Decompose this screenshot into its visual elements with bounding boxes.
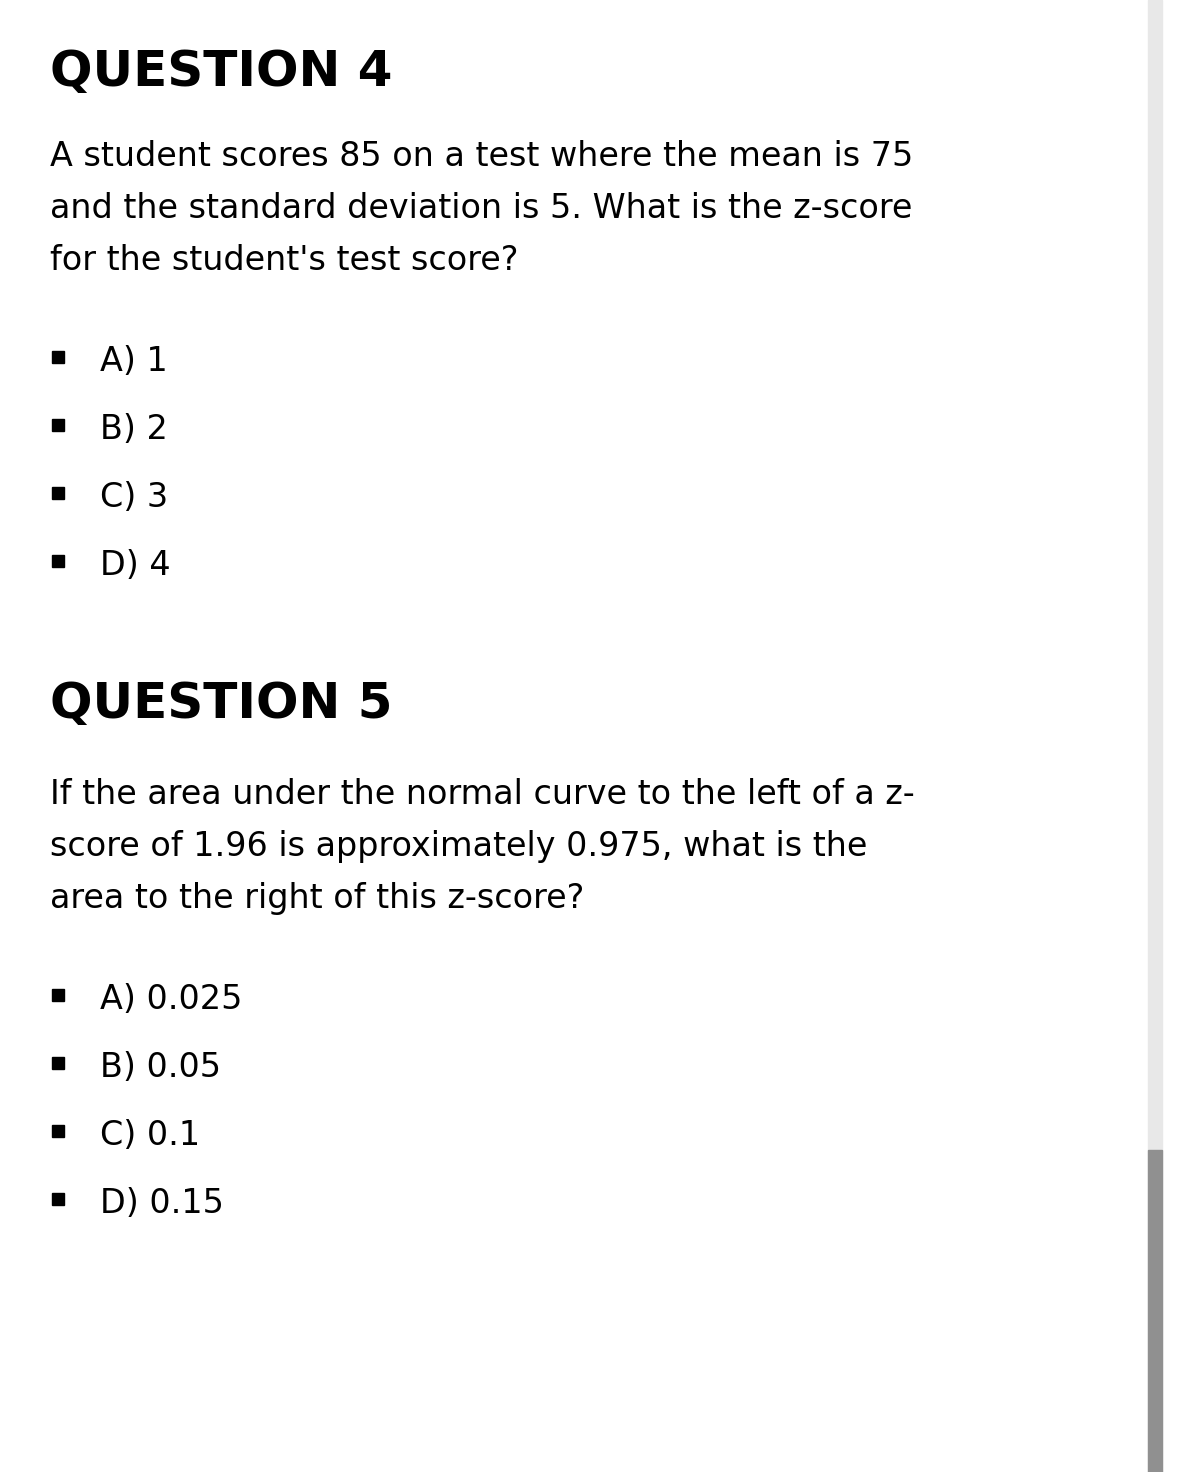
Text: B) 2: B) 2 (100, 414, 167, 446)
Text: C) 0.1: C) 0.1 (100, 1119, 200, 1153)
Text: score of 1.96 is approximately 0.975, what is the: score of 1.96 is approximately 0.975, wh… (50, 830, 868, 863)
Text: for the student's test score?: for the student's test score? (50, 244, 519, 277)
Text: area to the right of this z-score?: area to the right of this z-score? (50, 882, 585, 916)
Text: D) 4: D) 4 (100, 549, 171, 581)
Text: A) 0.025: A) 0.025 (100, 983, 243, 1016)
Bar (1148, 1150, 1162, 1472)
Text: and the standard deviation is 5. What is the z-score: and the standard deviation is 5. What is… (50, 191, 913, 225)
Text: A) 1: A) 1 (100, 344, 167, 378)
Text: A student scores 85 on a test where the mean is 75: A student scores 85 on a test where the … (50, 140, 914, 174)
Text: D) 0.15: D) 0.15 (100, 1186, 224, 1220)
Text: B) 0.05: B) 0.05 (100, 1051, 220, 1083)
Text: QUESTION 5: QUESTION 5 (50, 680, 393, 729)
Text: C) 3: C) 3 (100, 481, 169, 514)
Text: If the area under the normal curve to the left of a z-: If the area under the normal curve to th… (50, 779, 915, 811)
Bar (1148, 0, 1162, 1472)
Text: QUESTION 4: QUESTION 4 (50, 49, 393, 96)
